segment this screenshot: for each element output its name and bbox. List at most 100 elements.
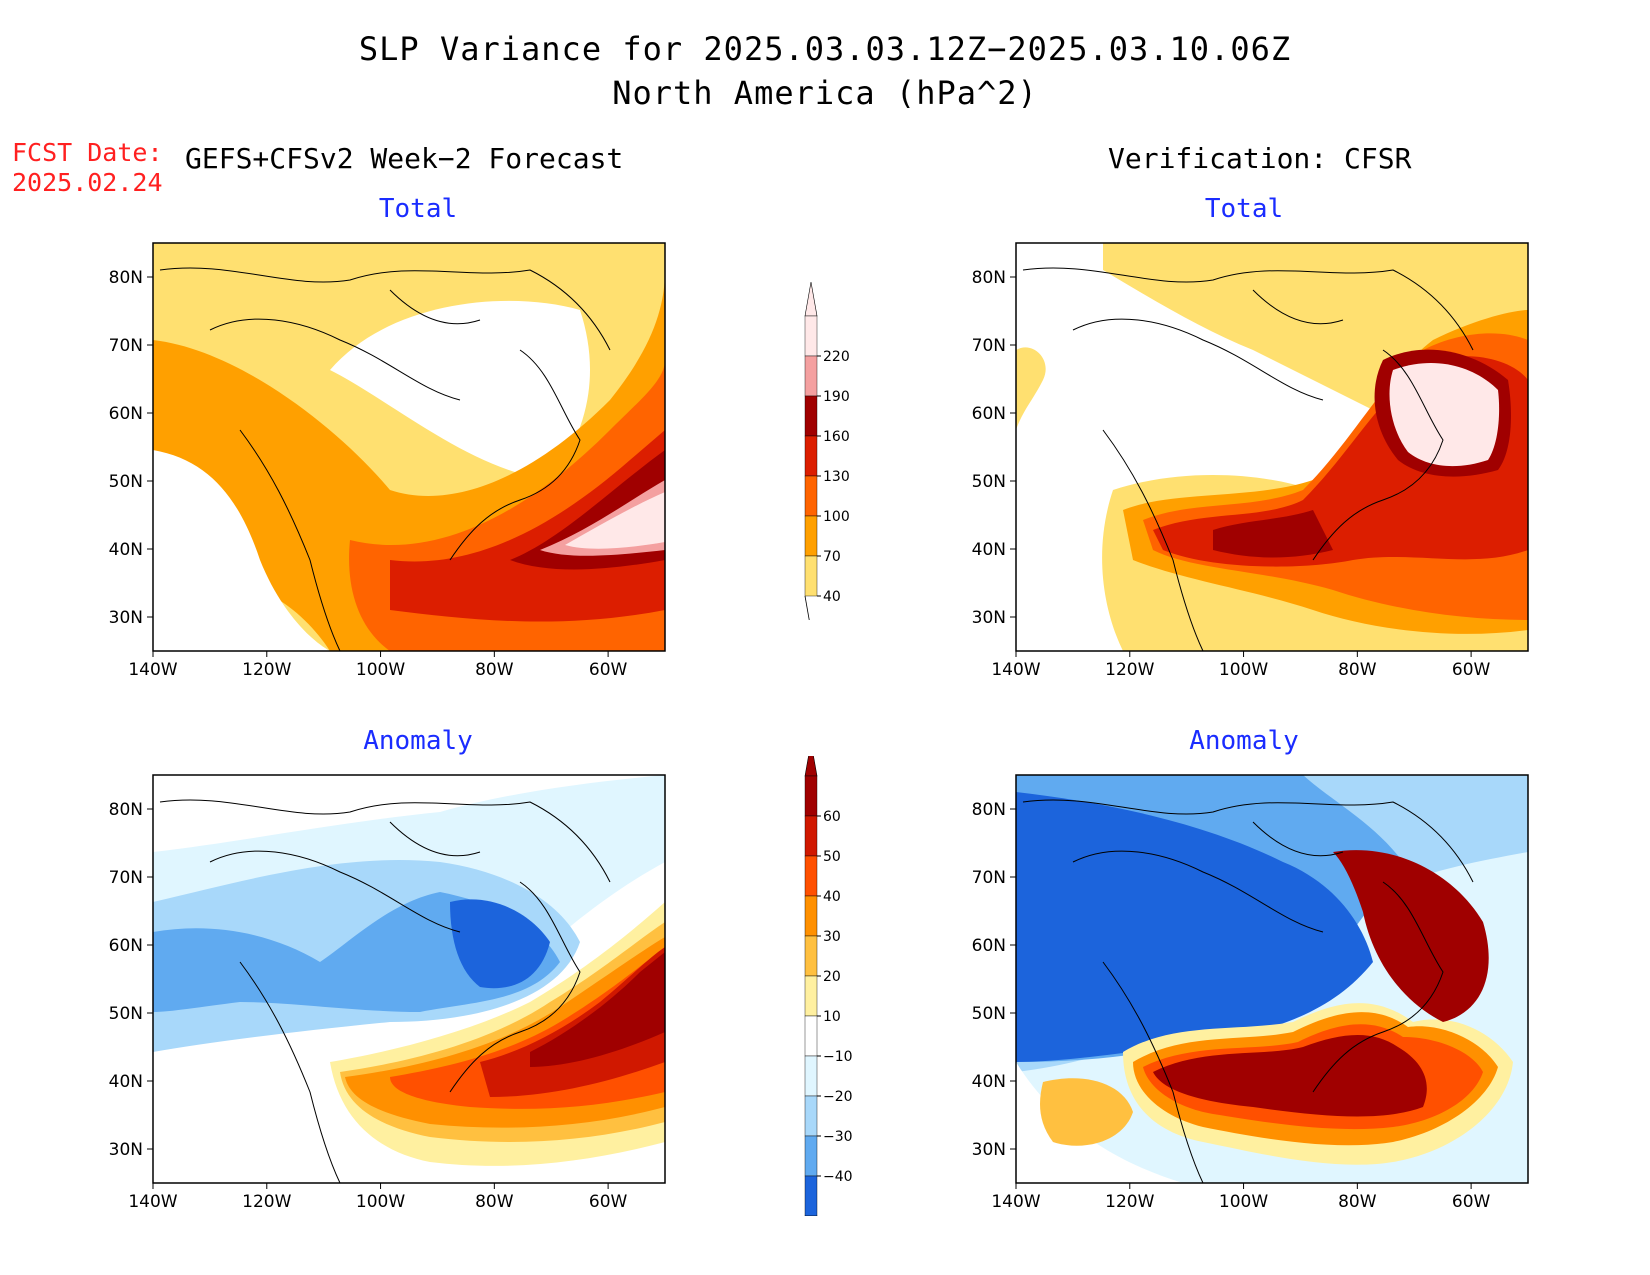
colorbar-label: 100 <box>823 509 850 525</box>
verification-total-svg: 80N 70N 60N 50N 40N 30N 140W 120W 100W 80W 60W <box>972 242 1529 680</box>
colorbar-swatch <box>804 1055 818 1097</box>
bottom-left-subtitle: Anomaly <box>363 726 473 756</box>
frame <box>152 774 666 1184</box>
frame <box>152 242 666 652</box>
colorbar-label: 10 <box>823 1009 841 1025</box>
colorbar-label: −20 <box>823 1089 853 1105</box>
colorbar-swatch <box>804 1175 818 1216</box>
colorbar-label: −40 <box>823 1169 853 1185</box>
fcst-date-label: FCST Date: <box>12 138 163 167</box>
lat-tick-label: 60N <box>972 936 1006 956</box>
lat-tick-label: 80N <box>109 800 143 820</box>
colorbar-swatch <box>804 975 818 1017</box>
lon-tick-label: 120W <box>1105 660 1154 680</box>
colorbar-bottom-arrow <box>804 595 810 620</box>
top-left-subtitle: Total <box>378 194 458 224</box>
colorbar-swatch <box>804 935 818 977</box>
colorbar-swatch <box>804 1015 818 1057</box>
anomaly-colorbar-svg: 60 50 40 30 20 10 −10 −20 −30 −40 <box>804 756 853 1216</box>
colorbar-label: 130 <box>823 469 850 485</box>
fcst-date-value: 2025.02.24 <box>12 168 163 197</box>
lon-tick-label: 100W <box>356 1192 405 1212</box>
lat-tick-label: 30N <box>972 1140 1006 1160</box>
colorbar-top-arrow <box>804 756 818 777</box>
forecast-total-map: 80N 70N 60N 50N 40N 30N 140W 120W 100W 80W 60W <box>90 230 690 690</box>
colorbar-label: −30 <box>823 1129 853 1145</box>
colorbar-label: 30 <box>823 929 841 945</box>
colorbar-top-arrow <box>804 281 818 317</box>
forecast-anomaly-map: 80N 70N 60N 50N 40N 30N 140W 120W 100W 80W 60W <box>90 762 690 1222</box>
verification-total-map: 80N 70N 60N 50N 40N 30N 140W 120W 100W 80W 60W <box>953 230 1553 690</box>
colorbar-label: 190 <box>823 389 850 405</box>
main-title: SLP Variance for 2025.03.03.12Z−2025.03.… <box>358 30 1292 68</box>
lat-tick-label: 30N <box>109 1140 143 1160</box>
colorbar-swatch <box>804 435 818 477</box>
colorbar-swatch <box>804 815 818 857</box>
forecast-heading: GEFS+CFSv2 Week−2 Forecast <box>185 142 624 175</box>
colorbar-swatch <box>804 355 818 397</box>
colorbar-label: 160 <box>823 429 850 445</box>
lon-tick-label: 100W <box>356 660 405 680</box>
colorbar-label: 20 <box>823 969 841 985</box>
verification-anomaly-map: 80N 70N 60N 50N 40N 30N 140W 120W 100W 80W 60W <box>953 762 1553 1222</box>
lon-tick-label: 60W <box>1452 660 1491 680</box>
colorbar-label: 40 <box>823 589 841 605</box>
colorbar-swatch <box>804 515 818 557</box>
forecast-total-svg: 80N 70N 60N 50N 40N 30N 140W 120W 100W 80W 60W <box>109 242 666 680</box>
lon-tick-label: 80W <box>475 660 514 680</box>
lat-tick-label: 40N <box>109 540 143 560</box>
forecast-anomaly-svg: 80N 70N 60N 50N 40N 30N 140W 120W 100W 80W 60W <box>109 774 666 1212</box>
colorbar-swatch <box>804 855 818 897</box>
lon-tick-label: 80W <box>475 1192 514 1212</box>
colorbar-label: 50 <box>823 849 841 865</box>
lon-tick-label: 140W <box>128 660 177 680</box>
lon-tick-label: 60W <box>1452 1192 1491 1212</box>
lat-tick-label: 30N <box>972 608 1006 628</box>
lon-tick-label: 120W <box>242 1192 291 1212</box>
main-subtitle: North America (hPa^2) <box>612 74 1038 112</box>
colorbar-swatch <box>804 395 818 437</box>
colorbar-swatch <box>804 555 818 597</box>
lat-tick-label: 40N <box>109 1072 143 1092</box>
lat-tick-label: 80N <box>109 268 143 288</box>
anomaly-colorbar: 60 50 40 30 20 10 −10 −20 −30 −40 <box>785 756 875 1216</box>
colorbar-swatch <box>804 775 818 817</box>
lat-tick-label: 70N <box>972 868 1006 888</box>
lat-tick-label: 50N <box>109 472 143 492</box>
lat-tick-label: 60N <box>109 936 143 956</box>
lon-tick-label: 140W <box>128 1192 177 1212</box>
lon-tick-label: 120W <box>242 660 291 680</box>
lat-tick-label: 70N <box>972 336 1006 356</box>
frame <box>1015 242 1529 652</box>
colorbar-swatch <box>804 475 818 517</box>
lat-tick-label: 70N <box>109 868 143 888</box>
colorbar-label: 60 <box>823 809 841 825</box>
lat-tick-label: 40N <box>972 1072 1006 1092</box>
lat-tick-label: 70N <box>109 336 143 356</box>
lon-tick-label: 120W <box>1105 1192 1154 1212</box>
lon-tick-label: 140W <box>991 660 1040 680</box>
lon-tick-label: 80W <box>1338 1192 1377 1212</box>
lon-tick-label: 100W <box>1219 660 1268 680</box>
verification-anomaly-svg: 80N 70N 60N 50N 40N 30N 140W 120W 100W 80W 60W <box>972 774 1529 1212</box>
frame <box>1015 774 1529 1184</box>
lat-tick-label: 60N <box>972 404 1006 424</box>
colorbar-label: 40 <box>823 889 841 905</box>
lat-tick-label: 60N <box>109 404 143 424</box>
lat-tick-label: 50N <box>972 472 1006 492</box>
bottom-right-subtitle: Anomaly <box>1189 726 1299 756</box>
lon-tick-label: 60W <box>589 660 628 680</box>
lat-tick-label: 30N <box>109 608 143 628</box>
colorbar-label: −10 <box>823 1049 853 1065</box>
lon-tick-label: 80W <box>1338 660 1377 680</box>
colorbar-swatch <box>804 895 818 937</box>
lat-tick-label: 40N <box>972 540 1006 560</box>
total-colorbar: 220 190 160 130 100 70 40 <box>785 280 875 620</box>
colorbar-label: 70 <box>823 549 841 565</box>
lon-tick-label: 60W <box>589 1192 628 1212</box>
colorbar-swatch <box>804 315 818 357</box>
lat-tick-label: 50N <box>972 1004 1006 1024</box>
colorbar-label: 220 <box>823 349 850 365</box>
lon-tick-label: 140W <box>991 1192 1040 1212</box>
lat-tick-label: 50N <box>109 1004 143 1024</box>
